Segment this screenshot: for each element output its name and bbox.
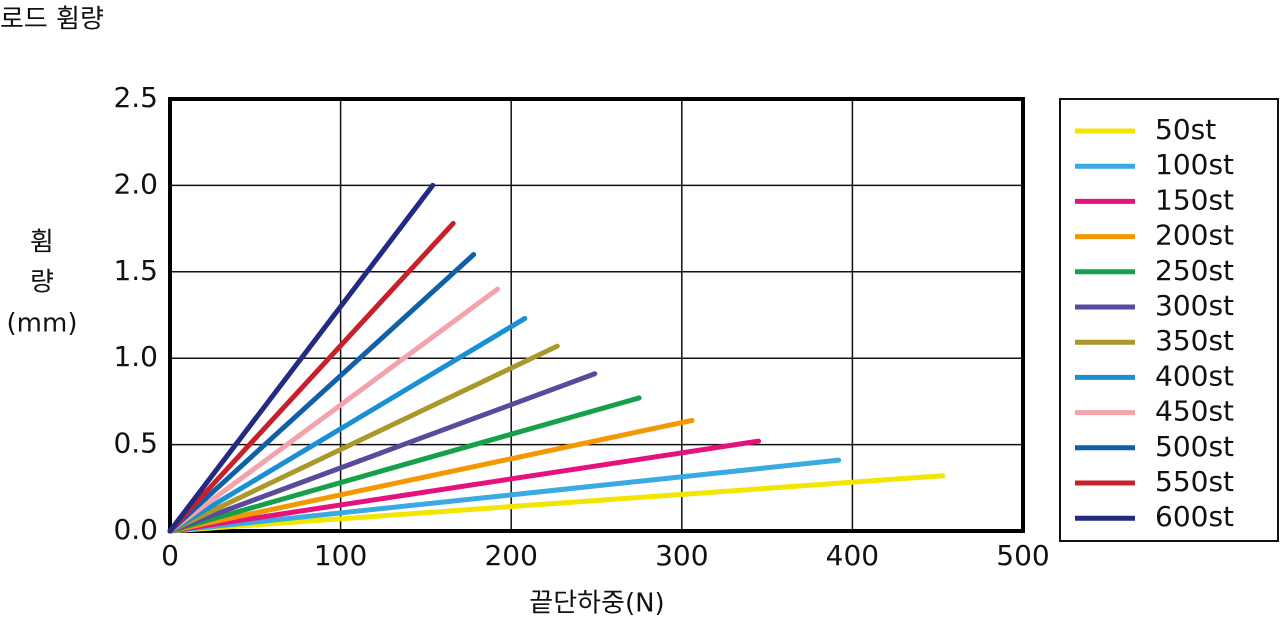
series-line [167,438,762,534]
legend-label: 200st [1155,219,1234,252]
series-line [167,457,842,534]
legend-label: 400st [1155,359,1234,392]
y-tick-label: 0.5 [113,427,158,460]
legend-label: 300st [1155,289,1234,322]
x-tick-label: 300 [655,539,708,572]
y-tick-label: 0.0 [113,513,158,546]
x-tick-label: 200 [484,539,537,572]
legend-box [1059,98,1279,542]
x-axis-label: 끝단하중(N) [529,589,664,619]
chart-title: 로드 휨량 [0,5,104,35]
series-line [167,417,695,534]
legend-label: 50st [1155,113,1216,146]
legend-label: 350st [1155,324,1234,357]
legend-label: 600st [1155,500,1234,533]
y-tick-label: 2.5 [113,81,158,114]
series-line [167,395,642,534]
y-tick-label: 1.0 [113,340,158,373]
series-line [167,473,946,534]
series-line [167,252,477,534]
legend-label: 100st [1155,148,1234,181]
legend-label: 550st [1155,465,1234,498]
legend-label: 450st [1155,395,1234,428]
series-line [167,315,528,534]
x-tick-label: 500 [996,539,1049,572]
series-line [167,343,560,534]
plot-frame [168,97,1025,533]
y-tick-label: 1.5 [113,254,158,287]
legend-label: 500st [1155,430,1234,463]
x-tick-label: 400 [826,539,879,572]
series-line [167,286,501,534]
legend-label: 150st [1155,183,1234,216]
legend-label: 250st [1155,254,1234,287]
series-line [167,220,456,534]
series-line [167,371,598,534]
y-axis-label: 량 [30,268,54,298]
x-tick-label: 0 [161,539,179,572]
y-axis-label: 휨 [30,228,54,258]
y-axis-label: (mm) [7,309,78,339]
x-tick-label: 100 [314,539,367,572]
y-tick-label: 2.0 [113,167,158,200]
series-line [167,182,436,534]
